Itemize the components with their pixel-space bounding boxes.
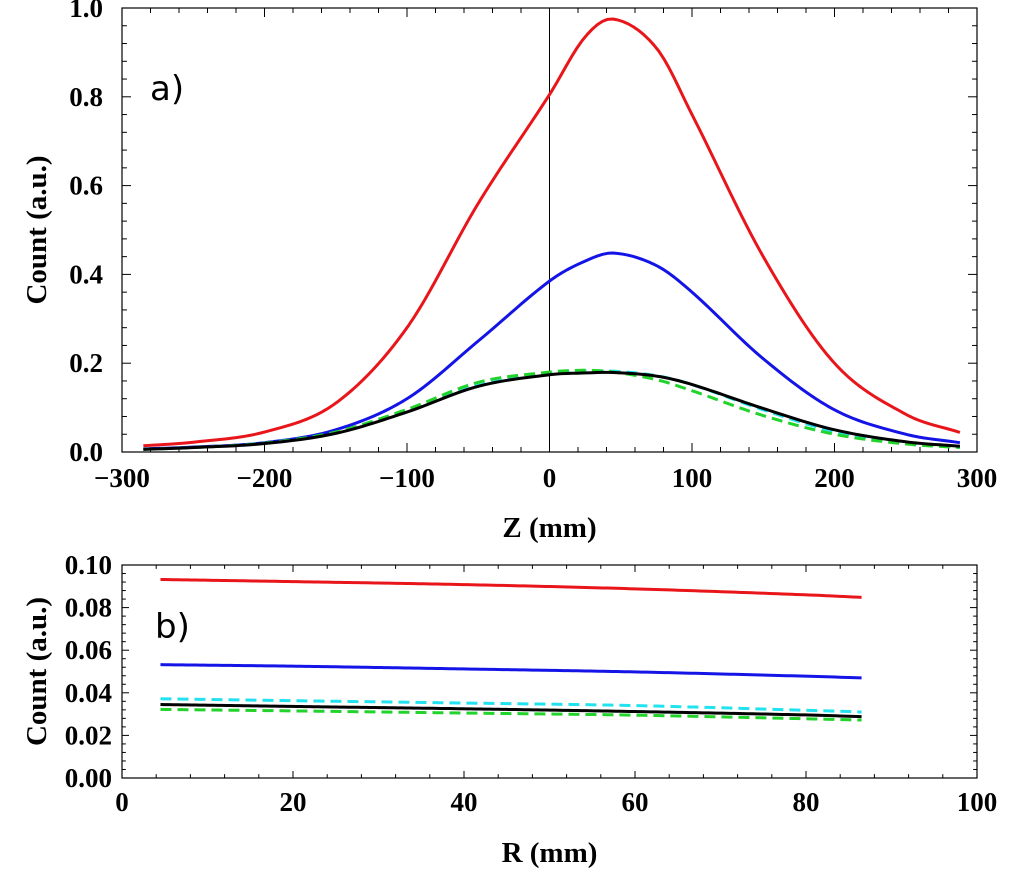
x-tick-label: −300 bbox=[94, 463, 150, 493]
series-line-red bbox=[160, 577, 862, 599]
x-tick-label: −200 bbox=[237, 463, 293, 493]
series-line-black bbox=[143, 370, 961, 451]
y-tick-label: 0.00 bbox=[65, 763, 112, 793]
panel-b: 0 20 40 60 80 100 0.00 0.02 0.04 0.06 0.08 0.10 R (m… bbox=[21, 550, 997, 869]
series-line-black bbox=[160, 703, 862, 719]
series-line-green bbox=[160, 707, 862, 722]
y-tick-label: 0.6 bbox=[69, 171, 103, 201]
x-tick-label: 0 bbox=[115, 787, 129, 817]
y-tick-label: 0.10 bbox=[65, 550, 112, 580]
x-tick-label: 60 bbox=[622, 787, 649, 817]
x-tick-label: −100 bbox=[379, 463, 435, 493]
y-tick-label: 1.0 bbox=[69, 0, 103, 23]
y-axis-title: Count (a.u.) bbox=[21, 597, 53, 746]
series-line-cyan bbox=[160, 697, 862, 714]
x-tick-label: 20 bbox=[280, 787, 307, 817]
y-tick-label: 0.02 bbox=[65, 720, 112, 750]
panel-label: a) bbox=[150, 69, 184, 109]
y-tick-label: 0.06 bbox=[65, 635, 112, 665]
x-tick-label: 100 bbox=[957, 787, 998, 817]
y-tick-label: 0.4 bbox=[69, 259, 103, 289]
x-tick-label: 40 bbox=[451, 787, 478, 817]
plot-frame bbox=[121, 564, 978, 779]
series-line-red bbox=[143, 17, 961, 448]
y-tick-label: 0.04 bbox=[65, 678, 112, 708]
y-tick-label: 0.2 bbox=[69, 348, 103, 378]
x-tick-label: 80 bbox=[793, 787, 820, 817]
panel-label: b) bbox=[155, 607, 190, 647]
x-tick-label: 200 bbox=[814, 463, 855, 493]
series-line-blue bbox=[160, 663, 862, 680]
x-axis-title: R (mm) bbox=[502, 837, 598, 869]
x-tick-label: 100 bbox=[672, 463, 713, 493]
y-tick-label: 0.08 bbox=[65, 593, 112, 623]
x-tick-label: 300 bbox=[957, 463, 998, 493]
y-tick-label: 0.8 bbox=[69, 82, 103, 112]
panel-a: −300 −200 −100 0 100 200 300 0.0 0.2 0.4 0.6 0.8 1.0… bbox=[21, 0, 997, 544]
y-tick-label: 0.0 bbox=[69, 437, 103, 467]
series-line-blue bbox=[143, 251, 961, 451]
x-axis-title: Z (mm) bbox=[502, 512, 596, 544]
y-axis-title: Count (a.u.) bbox=[21, 155, 53, 304]
x-tick-label: 0 bbox=[543, 463, 557, 493]
